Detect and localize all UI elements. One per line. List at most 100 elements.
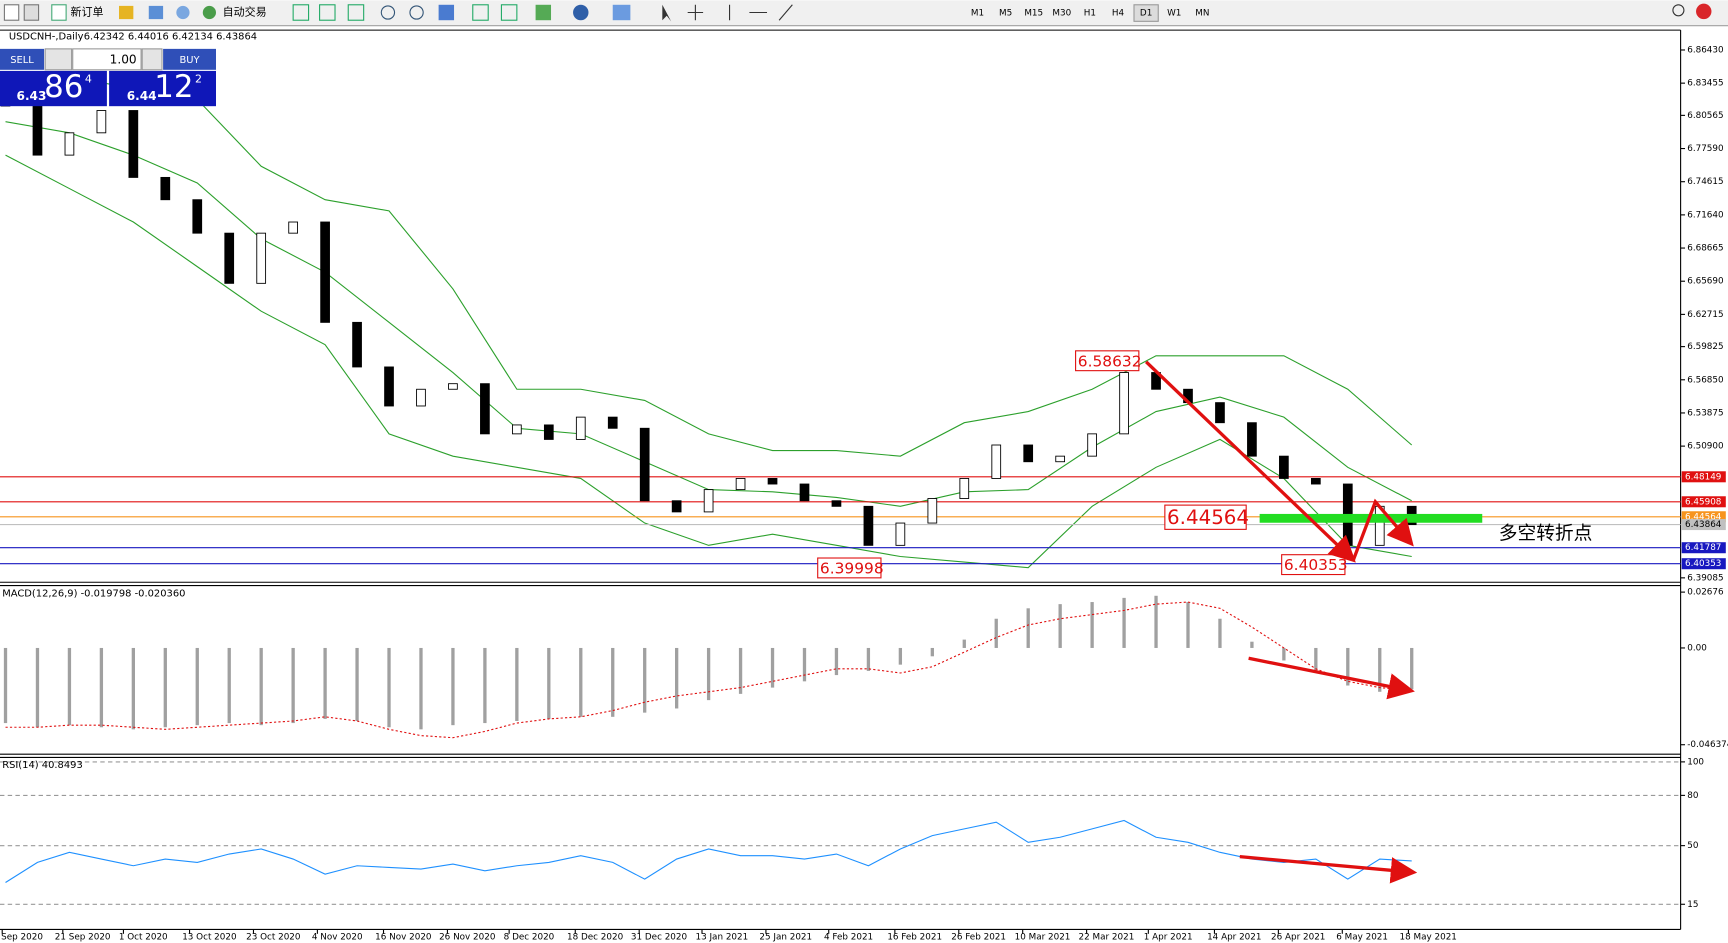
y-tick-label: 0.02676	[1687, 588, 1724, 598]
timeframe-label[interactable]: M30	[1052, 9, 1071, 19]
timeframe-button[interactable]	[1133, 4, 1159, 22]
icon[interactable]	[573, 4, 589, 21]
icon[interactable]	[3, 4, 20, 21]
icon[interactable]	[148, 5, 164, 20]
icon[interactable]	[612, 4, 631, 21]
price-label: 6.41787	[1685, 543, 1721, 553]
macd-bar	[611, 647, 615, 717]
candle	[799, 483, 810, 502]
sell-button[interactable]	[0, 48, 45, 70]
price-annotation-box	[1075, 350, 1140, 372]
timeframe-label[interactable]: M15	[1024, 9, 1043, 19]
bid-pips[interactable]: 86	[44, 69, 83, 105]
timeframe-label[interactable]: H4	[1112, 9, 1125, 19]
icon[interactable]	[176, 5, 190, 20]
y-tick-label: 6.71640	[1687, 210, 1724, 220]
bid-box[interactable]	[0, 70, 107, 107]
macd-bar	[962, 639, 966, 648]
macd-bar	[802, 647, 807, 682]
x-tick-label: 1 Apr 2021	[1144, 933, 1193, 943]
new-order-button[interactable]: 新订单	[71, 4, 104, 18]
icon[interactable]	[500, 4, 518, 21]
icon[interactable]	[472, 4, 489, 21]
bid-big[interactable]: 6.43	[17, 89, 47, 103]
macd-bar	[1218, 618, 1222, 648]
candle	[160, 176, 171, 201]
lot-input[interactable]	[72, 48, 142, 71]
macd-bar	[483, 647, 487, 724]
x-tick-label: 22 Mar 2021	[1079, 933, 1135, 943]
lot-up[interactable]	[141, 48, 163, 71]
ask-pips[interactable]: 12	[154, 69, 193, 105]
macd-bar	[675, 647, 679, 709]
y-tick-label: 6.77590	[1687, 144, 1724, 154]
timeframe-label[interactable]: H1	[1084, 9, 1096, 19]
ask-big[interactable]: 6.44	[127, 89, 157, 103]
turning-point-bar	[1259, 513, 1483, 523]
timeframe-label[interactable]: D1	[1140, 9, 1152, 19]
candle	[991, 444, 1002, 479]
icon[interactable]	[319, 4, 336, 21]
icon[interactable]	[380, 5, 396, 20]
sell-label[interactable]: SELL	[10, 55, 34, 66]
macd-bar	[163, 647, 167, 728]
macd-bar	[1346, 647, 1350, 686]
candle	[32, 104, 43, 156]
icon[interactable]	[292, 4, 310, 21]
icon[interactable]	[202, 5, 216, 20]
price-annotation: 6.44564	[1167, 506, 1249, 529]
macd-bar	[515, 647, 519, 721]
x-tick-label: 16 Feb 2021	[887, 933, 942, 943]
macd-bar	[35, 647, 40, 728]
icon[interactable]	[23, 4, 40, 21]
icon[interactable]	[438, 4, 455, 21]
macd-bar	[419, 647, 423, 730]
candle	[1247, 422, 1257, 457]
icon[interactable]	[687, 4, 704, 21]
lot-down[interactable]	[44, 48, 73, 71]
notification-badge[interactable]	[1696, 3, 1712, 20]
candle	[1055, 455, 1066, 463]
icon[interactable]	[347, 4, 365, 21]
lot-value[interactable]: 1.00	[110, 52, 137, 66]
ask-box[interactable]	[109, 70, 216, 107]
toolbar	[0, 0, 1728, 26]
y-tick-label: 6.68665	[1687, 244, 1723, 254]
y-tick-label: 0.00	[1687, 643, 1707, 653]
toolbar-icons	[3, 3, 1712, 22]
macd-bar	[99, 647, 104, 728]
macd-bar	[1410, 647, 1414, 690]
macd-bar	[1026, 608, 1030, 648]
ask-point[interactable]: 2	[195, 73, 202, 86]
macd-bar	[770, 647, 775, 688]
x-tick-label: 1 Oct 2020	[119, 933, 168, 943]
macd-bar	[131, 647, 135, 730]
macd-bar	[579, 647, 583, 717]
macd-bar	[387, 647, 391, 728]
icon[interactable]	[535, 4, 552, 21]
timeframe-label[interactable]: M5	[999, 9, 1012, 19]
ohlc-readout: 6.42342 6.44016 6.42134 6.43864	[84, 32, 257, 43]
y-tick-label: 6.62715	[1687, 310, 1723, 320]
divergence-arrow	[1239, 855, 1418, 884]
timeframe-label[interactable]: M1	[971, 9, 984, 19]
icon[interactable]	[51, 4, 67, 21]
search-icon[interactable]	[1672, 4, 1685, 17]
icon[interactable]	[409, 5, 424, 20]
candle	[703, 489, 714, 513]
buy-label[interactable]: BUY	[179, 55, 200, 66]
icon[interactable]	[119, 5, 134, 20]
auto-trading-button[interactable]: 自动交易	[223, 4, 267, 18]
price-label-box	[1681, 519, 1726, 531]
icon[interactable]	[728, 4, 793, 21]
x-tick-label: 26 Nov 2020	[439, 933, 496, 943]
buy-button[interactable]	[163, 48, 216, 70]
timeframe-label[interactable]: MN	[1195, 9, 1209, 19]
bid-point[interactable]: 4	[85, 73, 92, 86]
x-tick-label: 4 Feb 2021	[824, 933, 873, 943]
timeframe-label[interactable]: W1	[1167, 9, 1181, 19]
divergence-arrow	[1248, 656, 1415, 700]
candle	[480, 383, 490, 435]
